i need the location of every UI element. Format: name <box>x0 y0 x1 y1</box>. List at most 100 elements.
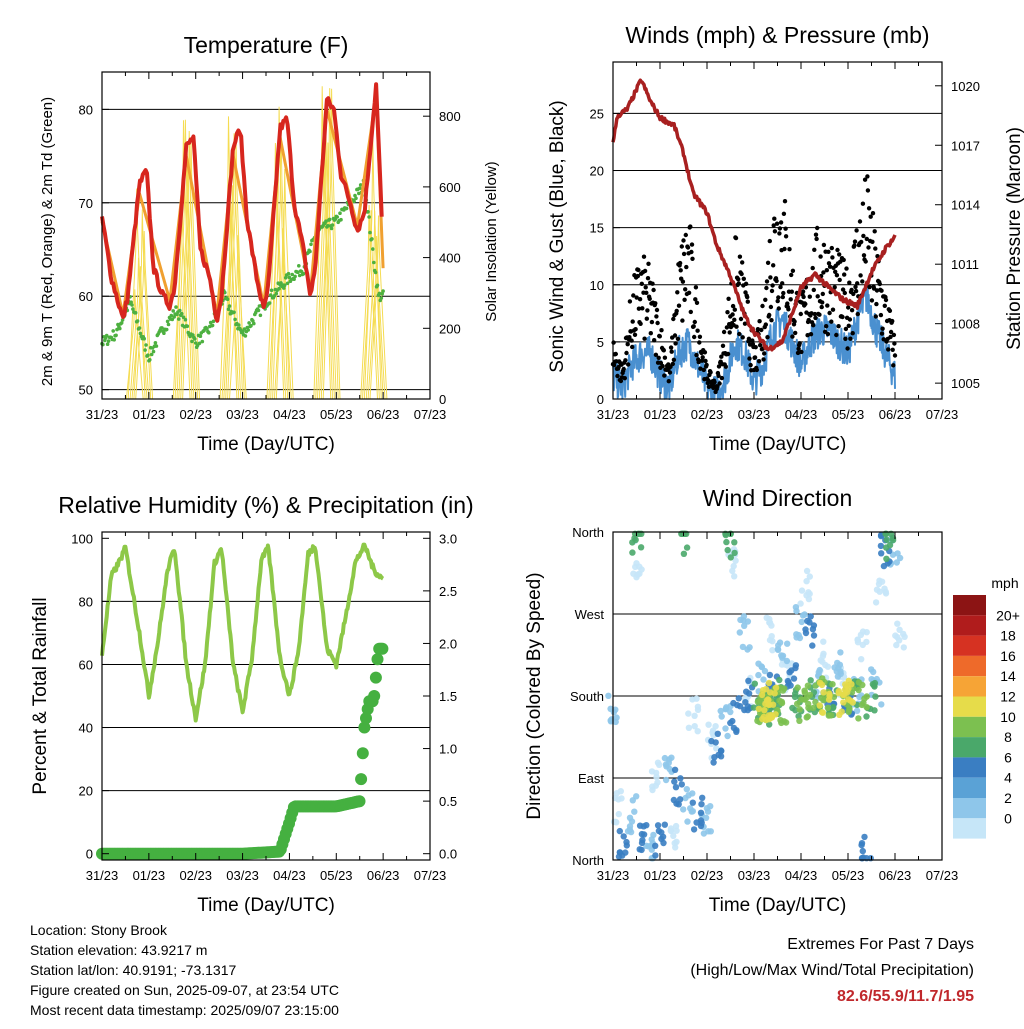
direction-point <box>727 554 734 561</box>
wind-gust-point <box>763 297 768 302</box>
wind-gust-point <box>727 330 732 335</box>
dewpoint-point <box>143 348 147 352</box>
wind-gust-point <box>857 219 863 224</box>
wind-gust-point <box>821 242 827 248</box>
direction-point <box>718 747 725 755</box>
y-tick-label: 40 <box>79 721 93 736</box>
dewpoint-point <box>208 320 213 325</box>
x-tick-label: 01/23 <box>644 868 677 883</box>
wind-gust-point <box>730 312 735 317</box>
direction-point <box>854 636 861 644</box>
direction-point <box>685 710 692 717</box>
dewpoint-point <box>164 327 169 332</box>
direction-point <box>751 680 758 687</box>
direction-point <box>662 776 670 784</box>
direction-point <box>616 827 623 835</box>
y-tick-label: North <box>572 853 604 868</box>
direction-point <box>670 796 678 804</box>
y2-tick-label: 1.5 <box>439 689 457 704</box>
wind-gust-point <box>703 358 708 364</box>
direction-point <box>878 578 886 585</box>
chart-title: Winds (mph) & Pressure (mb) <box>625 22 929 48</box>
direction-point <box>689 790 696 797</box>
wind-gust-point <box>764 285 769 291</box>
direction-point <box>797 600 804 607</box>
wind-gust-point <box>688 224 693 229</box>
dewpoint-point <box>237 323 241 327</box>
direction-point <box>671 778 678 785</box>
direction-point <box>893 641 900 649</box>
wind-gust-point <box>785 301 790 306</box>
dewpoint-point <box>286 271 291 276</box>
wind-gust-point <box>837 252 842 257</box>
direction-point <box>820 689 827 696</box>
dewpoint-point <box>377 291 382 296</box>
wind-gust-point <box>790 268 796 273</box>
dewpoint-point <box>148 358 152 362</box>
direction-point <box>760 676 767 683</box>
wind-gust-point <box>767 312 772 318</box>
wind-gust-point <box>768 304 774 310</box>
direction-point <box>774 646 782 653</box>
wind-gust-point <box>808 332 814 337</box>
wind-gust-point <box>811 287 816 293</box>
direction-point <box>761 667 769 675</box>
wind-gust-point <box>769 318 774 323</box>
dewpoint-point <box>179 311 184 316</box>
direction-point <box>901 633 908 640</box>
dewpoint-point <box>251 319 255 323</box>
wind-gust-point <box>770 283 775 288</box>
direction-point <box>806 590 813 598</box>
direction-point <box>807 613 814 620</box>
colorbar-swatch <box>953 757 986 778</box>
dewpoint-point <box>144 343 148 347</box>
precip-point <box>360 712 372 725</box>
direction-point <box>713 745 720 752</box>
wind-gust-point <box>698 366 703 371</box>
y-tick-label: 25 <box>590 106 604 121</box>
dewpoint-point <box>370 237 374 241</box>
direction-point <box>792 662 800 669</box>
direction-point <box>790 675 798 682</box>
dewpoint-point <box>308 249 312 254</box>
precip-point <box>356 747 369 760</box>
x-tick-label: 06/23 <box>879 407 912 422</box>
wind-gust-point <box>660 363 665 369</box>
wind-gust-point <box>680 279 686 284</box>
x-tick-label: 31/23 <box>597 407 630 422</box>
y-axis-label: Percent & Total Rainfall <box>30 597 51 794</box>
wind-gust-point <box>736 277 741 282</box>
dewpoint-point <box>283 276 288 280</box>
wind-gust-point <box>783 234 789 239</box>
direction-point <box>860 854 867 861</box>
x-tick-label: 06/23 <box>367 407 400 422</box>
direction-point <box>650 831 657 839</box>
y2-tick-label: 1014 <box>951 198 980 213</box>
y2-tick-label: 400 <box>439 251 461 266</box>
wind-gust-point <box>880 326 885 331</box>
direction-point <box>736 629 743 636</box>
x-axis-label: Time (Day/UTC) <box>709 895 847 916</box>
wind-gust-point <box>855 311 860 317</box>
wind-gust-point <box>746 336 752 341</box>
y2-tick-label: 1005 <box>951 376 980 391</box>
wind-gust-point <box>615 373 620 379</box>
wind-gust-point <box>752 355 758 360</box>
direction-point <box>739 643 747 651</box>
x-tick-label: 03/23 <box>738 868 771 883</box>
y-axis-label: 2m & 9m T (Red, Orange) & 2m Td (Green) <box>39 97 56 386</box>
wind-gust-point <box>622 376 627 381</box>
wind-gust-point <box>730 303 736 309</box>
direction-point <box>816 666 823 674</box>
temperature-9m-line <box>100 93 385 317</box>
direction-point <box>806 573 813 580</box>
wind-gust-point <box>634 295 639 300</box>
dewpoint-point <box>178 308 182 313</box>
direction-point <box>683 786 690 793</box>
direction-point <box>649 786 656 794</box>
direction-point <box>803 578 810 585</box>
y-tick-label: 70 <box>79 196 93 211</box>
wind-gust-point <box>672 333 678 338</box>
direction-point <box>858 656 865 663</box>
wind-gust-point <box>643 285 648 290</box>
